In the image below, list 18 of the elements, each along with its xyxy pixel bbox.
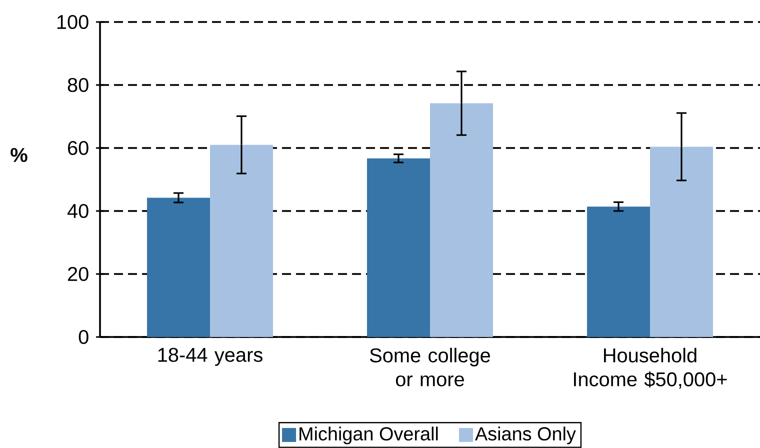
- x-tick-label: Household Income $50,000+: [574, 348, 727, 389]
- x-tick-label: Some college or more: [370, 348, 490, 386]
- y-axis-title: %: [10, 148, 28, 162]
- y-tick-label: 80: [68, 78, 88, 92]
- bar: [587, 206, 650, 337]
- y-tick-label: 60: [68, 140, 88, 156]
- y-tick-label: 20: [68, 266, 88, 282]
- bar: [430, 103, 494, 337]
- bar: [367, 158, 430, 337]
- legend-label: Michigan Overall: [300, 426, 438, 444]
- y-tick-label: 100: [57, 14, 88, 30]
- bar: [650, 146, 714, 337]
- bar: [147, 198, 210, 337]
- y-tick-label: 40: [67, 204, 88, 218]
- y-tick-label: 0: [78, 330, 88, 344]
- bar: [210, 144, 274, 337]
- x-tick-label: 18-44 years: [158, 348, 262, 366]
- legend-label: Asians Only: [475, 426, 576, 444]
